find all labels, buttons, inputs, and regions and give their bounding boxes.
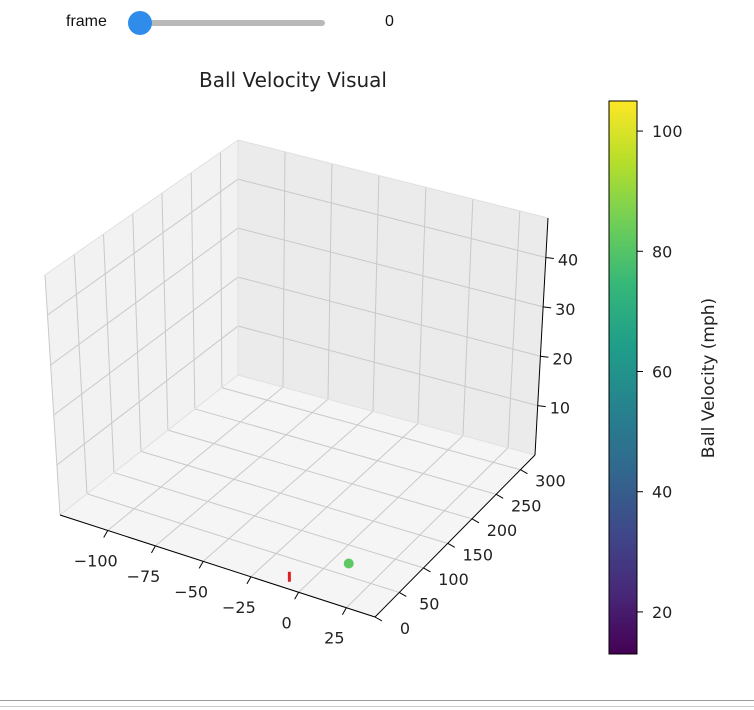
z-gridline <box>47 178 239 316</box>
x-gridline <box>346 447 509 609</box>
x-tick <box>198 561 204 569</box>
colorbar-tick-label: 20 <box>652 603 672 622</box>
x-axis-line <box>59 514 376 618</box>
z-tick-label: 20 <box>552 349 572 368</box>
y-tick <box>398 592 407 597</box>
z-gridline <box>56 325 239 466</box>
frame-slider-handle[interactable] <box>128 11 152 35</box>
y-tick-label: 150 <box>462 545 493 564</box>
x-gridline <box>155 398 329 547</box>
z-gridline <box>237 325 538 407</box>
frame-slider-widget: frame 0 <box>0 0 754 48</box>
colorbar-tick-label: 80 <box>652 242 672 261</box>
y-tick <box>423 567 431 573</box>
colorbar-tick-label: 100 <box>652 122 683 141</box>
y-tick <box>447 542 455 548</box>
x-gridline <box>298 435 464 593</box>
y-gridline <box>113 472 424 569</box>
z-tick <box>543 306 552 309</box>
floor-pane <box>60 375 535 617</box>
x-tick <box>151 545 156 554</box>
z-gridline <box>237 178 546 258</box>
z-tick-label: 40 <box>558 251 578 270</box>
colorbar-tick-label: 40 <box>652 483 672 502</box>
frame-slider-label: frame <box>66 13 107 30</box>
left-pane <box>45 140 238 515</box>
bottom-border <box>0 700 754 701</box>
y-tick <box>374 616 383 622</box>
bottom-border-inner <box>0 706 754 707</box>
z-tick <box>537 405 546 408</box>
y-tick-label: 250 <box>511 496 542 515</box>
x-tick-label: −25 <box>222 598 256 617</box>
colorbar-tick-label: 60 <box>652 362 672 381</box>
x-tick-label: −100 <box>74 551 118 570</box>
x-tick-label: −75 <box>127 567 161 586</box>
z-tick <box>545 257 554 259</box>
y-gridline <box>194 408 497 495</box>
y-axis-line <box>374 454 536 618</box>
x-tick-label: 0 <box>282 613 292 632</box>
x-tick-label: 25 <box>324 629 344 648</box>
z-tick-label: 30 <box>555 300 575 319</box>
y-tick-label: 200 <box>487 521 518 540</box>
colorbar-label: Ball Velocity (mph) <box>699 298 719 458</box>
y-gridline <box>140 450 448 544</box>
x-gridline <box>202 410 374 562</box>
frame-slider-track[interactable] <box>140 20 325 26</box>
z-gridline <box>237 227 544 308</box>
y-tick <box>520 469 528 475</box>
ball-point <box>343 558 354 569</box>
x-gridline <box>250 423 419 578</box>
axis-ticks: −100−75−50−25025050100150200250300102030… <box>74 251 578 648</box>
z-gridline <box>237 276 541 357</box>
y-gridline <box>221 387 521 471</box>
z-tick <box>540 355 549 358</box>
y-tick-label: 0 <box>400 619 410 638</box>
y-gridline <box>167 429 473 520</box>
z-gridline <box>50 227 239 366</box>
data-points <box>287 558 354 582</box>
y-gridline <box>86 493 400 593</box>
grid-lines <box>44 151 546 618</box>
y-tick-label: 50 <box>419 594 439 613</box>
z-tick-label: 10 <box>550 399 570 418</box>
back-pane <box>238 140 548 455</box>
pane-edges <box>44 139 549 516</box>
x-tick <box>246 576 252 585</box>
y-tick <box>495 493 504 499</box>
x-tick <box>341 607 347 615</box>
x-tick-label: −50 <box>174 582 208 601</box>
z-gridline <box>53 276 239 416</box>
y-tick-label: 100 <box>438 570 469 589</box>
colorbar <box>608 100 638 655</box>
x-tick <box>294 592 300 600</box>
y-tick <box>471 518 480 524</box>
x-tick <box>103 530 109 538</box>
y-tick-label: 300 <box>535 472 566 491</box>
frame-slider-value: 0 <box>385 13 394 30</box>
colorbar-ticks: 20 40 60 80 100 <box>637 122 683 622</box>
x-gridline <box>107 386 284 531</box>
chart-title: Ball Velocity Visual <box>199 68 387 92</box>
